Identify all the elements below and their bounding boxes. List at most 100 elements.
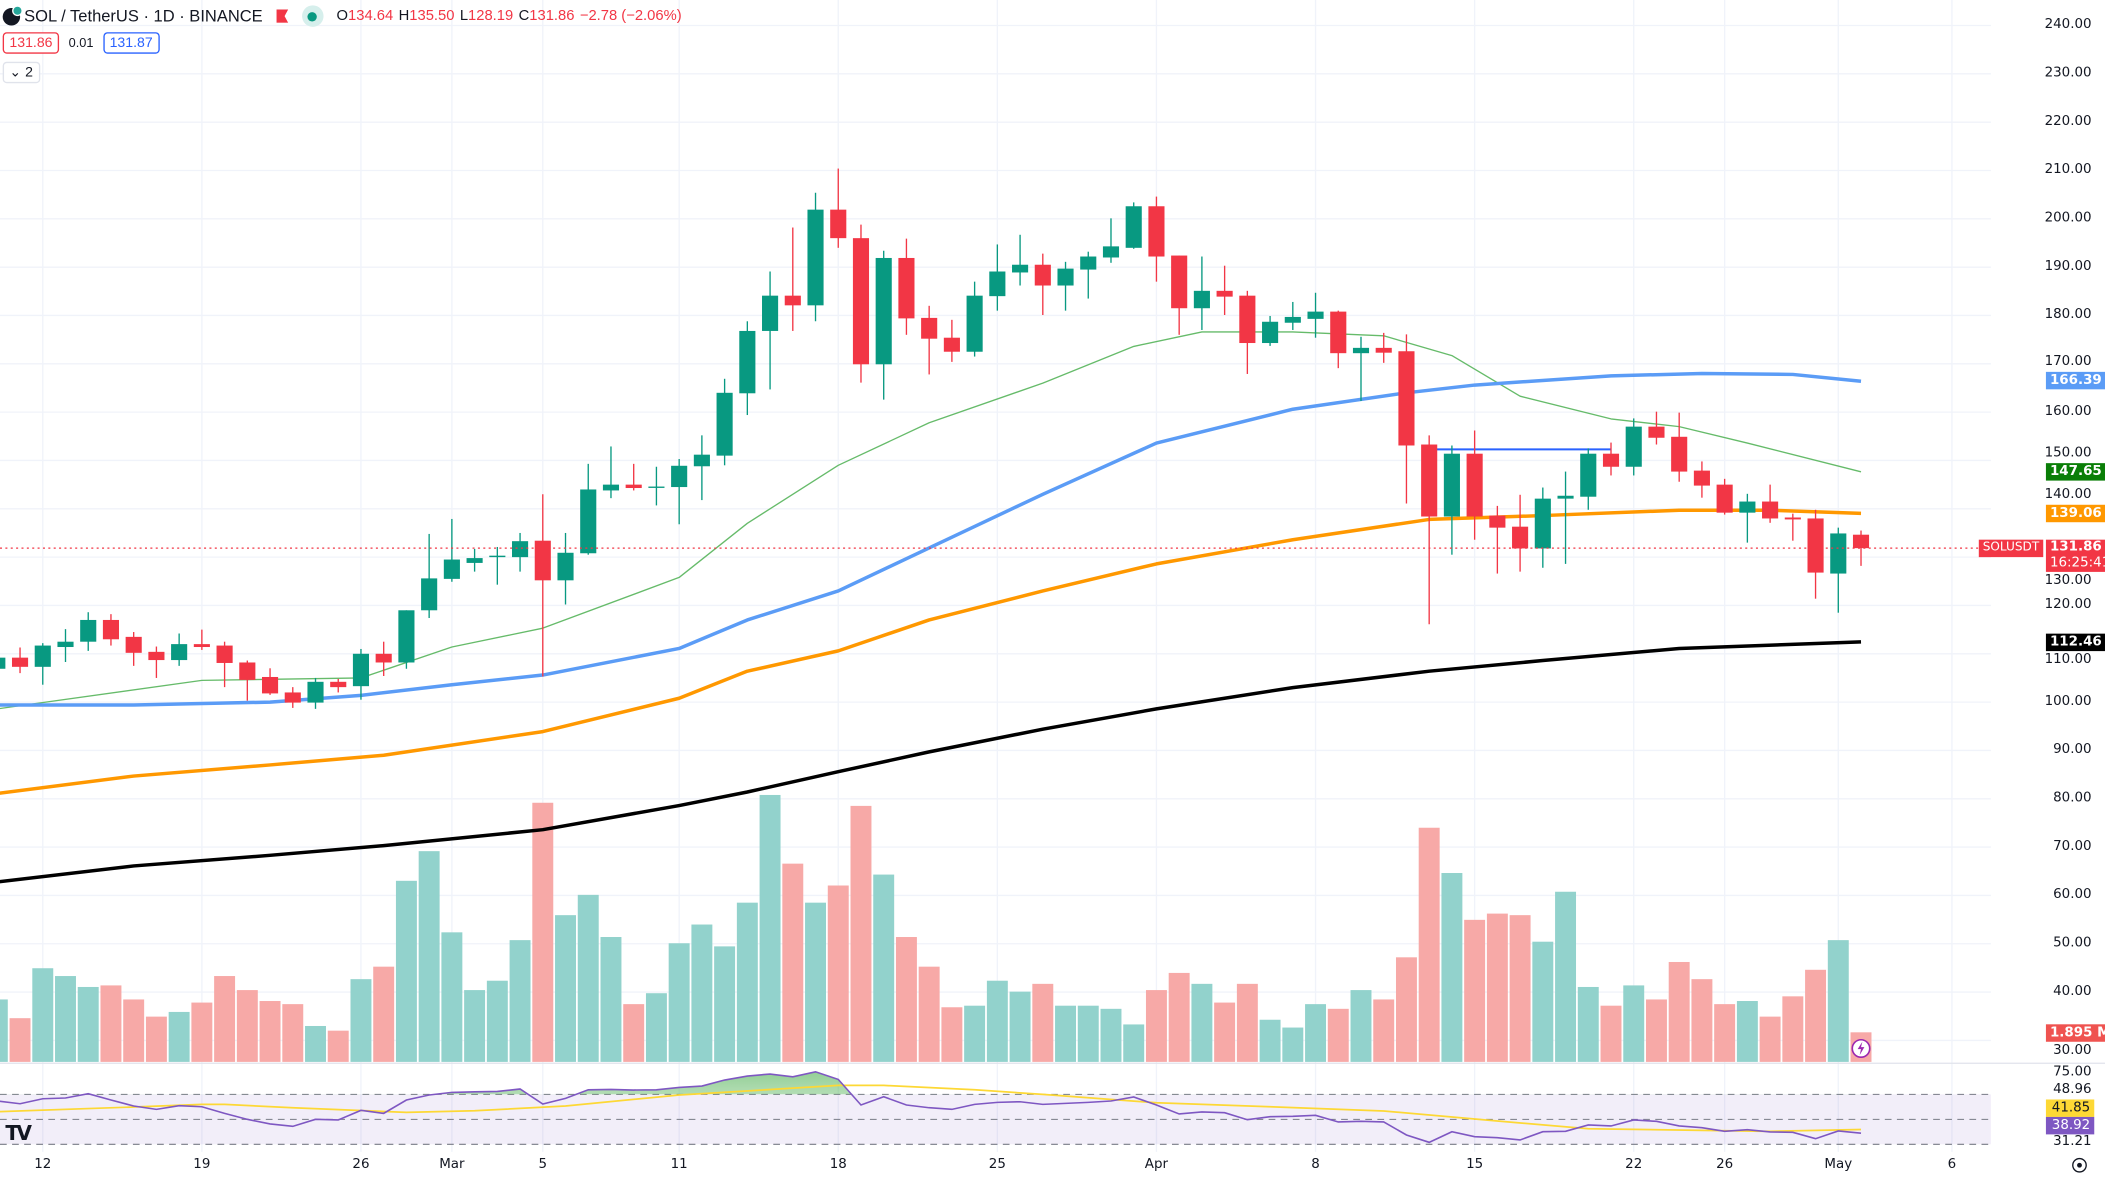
volume-bar: [1214, 1002, 1236, 1062]
candle-body: [1739, 501, 1756, 513]
moving-average-line: [0, 640, 1862, 884]
volume-bar: [327, 1030, 349, 1062]
volume-bar: [1350, 990, 1372, 1062]
close-value: 131.86: [529, 8, 575, 25]
candle-body: [1671, 436, 1688, 472]
price-tick-label: 90.00: [2053, 742, 2092, 758]
price-tick-label: 60.00: [2053, 887, 2092, 903]
candle-body: [830, 209, 847, 239]
candle-body: [375, 653, 392, 663]
candle-body: [875, 257, 892, 365]
volume-bar: [55, 976, 76, 1062]
volume-bar: [32, 968, 54, 1062]
buy-price-button[interactable]: 131.87: [102, 32, 160, 54]
volume-bar: [1418, 827, 1440, 1062]
volume-bar: [668, 943, 690, 1062]
symbol-title[interactable]: SOL / TetherUS · 1D · BINANCE: [24, 6, 263, 26]
indicators-toggle-button[interactable]: ⌄ 2: [2, 61, 40, 84]
candle-body: [330, 681, 347, 688]
rsi-ma-value-tag: 41.85: [2045, 1099, 2095, 1117]
low-value: 128.19: [468, 8, 514, 25]
candle-body: [1330, 311, 1347, 354]
rsi-tick-label: 48.96: [2053, 1082, 2092, 1097]
price-tick-label: 220.00: [2044, 114, 2092, 129]
volume-value-tag: 1.895 M: [2045, 1024, 2105, 1042]
candle-body: [0, 657, 6, 669]
ma-value-tag: 112.46: [2045, 633, 2105, 651]
candle-body: [1807, 518, 1824, 573]
candle-body: [762, 295, 779, 331]
flag-icon[interactable]: [276, 9, 289, 23]
candle-body: [1171, 255, 1188, 309]
candle-body: [352, 653, 370, 687]
candle-body: [34, 645, 51, 667]
date-tick-label: 26: [352, 1157, 370, 1172]
candle-body: [716, 392, 733, 456]
candle-body: [284, 692, 301, 703]
price-tick-label: 140.00: [2044, 487, 2092, 502]
candle-body: [807, 209, 824, 306]
candle-body: [1262, 321, 1279, 344]
candle-body: [421, 578, 438, 611]
date-tick-label: 19: [193, 1157, 211, 1172]
candle-body: [602, 484, 620, 491]
volume-bar: [782, 863, 804, 1062]
candle-body: [1466, 453, 1483, 517]
candle-body: [80, 619, 97, 642]
volume-bar: [941, 1007, 963, 1062]
volume-bar: [1259, 1019, 1281, 1062]
candle-body: [1534, 498, 1551, 549]
date-tick-label: 25: [988, 1157, 1006, 1172]
candle-body: [1398, 351, 1415, 446]
settings-icon: [2072, 1157, 2087, 1173]
candle-body: [1239, 295, 1256, 344]
volume-bar: [1714, 1004, 1736, 1062]
volume-bar: [486, 980, 508, 1062]
rsi-ma-line: [0, 1084, 1862, 1133]
volume-bar: [623, 1004, 645, 1062]
volume-bar: [805, 902, 826, 1062]
candle-body: [148, 651, 165, 661]
candle-body: [1080, 256, 1097, 270]
volume-bar: [1055, 1005, 1077, 1062]
high-value: 135.50: [409, 8, 455, 25]
volume-bar: [350, 979, 372, 1062]
volume-bar: [1191, 983, 1213, 1062]
lightning-glyph: [1857, 1041, 1865, 1056]
candle-body: [239, 662, 256, 680]
volume-bar: [1600, 1005, 1622, 1062]
price-tick-label: 200.00: [2044, 210, 2092, 226]
moving-average-line: [0, 331, 1862, 710]
sell-price-button[interactable]: 131.86: [2, 32, 60, 54]
price-tick-label: 70.00: [2053, 839, 2092, 854]
date-tick-label: Apr: [1144, 1157, 1169, 1172]
sol-coin-icon: [2, 4, 23, 25]
volume-bar: [1668, 961, 1690, 1062]
volume-bar: [759, 794, 781, 1062]
candle-body: [989, 271, 1006, 297]
volume-bar: [236, 990, 258, 1062]
volume-bar: [1623, 985, 1645, 1062]
candle-body: [784, 295, 801, 306]
candle-body: [1216, 290, 1233, 297]
candle-body: [1648, 426, 1665, 438]
price-tick-label: 130.00: [2044, 572, 2092, 588]
trade-row: 131.86 0.01 131.87: [2, 32, 160, 54]
tradingview-logo[interactable]: TV: [5, 1120, 32, 1146]
candle-body: [261, 676, 279, 694]
volume-bar: [1464, 919, 1486, 1062]
candle-body: [1375, 347, 1392, 353]
volume-bar: [714, 946, 736, 1062]
ma-value-tag: 139.06: [2045, 504, 2105, 523]
rsi-tick-label: 75.00: [2053, 1064, 2092, 1080]
volume-bar: [305, 1025, 326, 1062]
candle-body: [307, 681, 324, 703]
date-tick-label: Mar: [439, 1157, 465, 1172]
volume-bar: [1691, 979, 1713, 1062]
volume-bar: [259, 1001, 281, 1062]
candle-body: [1102, 246, 1120, 258]
volume-bar: [986, 980, 1008, 1062]
volume-bar: [736, 902, 758, 1062]
volume-bar: [1077, 1005, 1099, 1062]
